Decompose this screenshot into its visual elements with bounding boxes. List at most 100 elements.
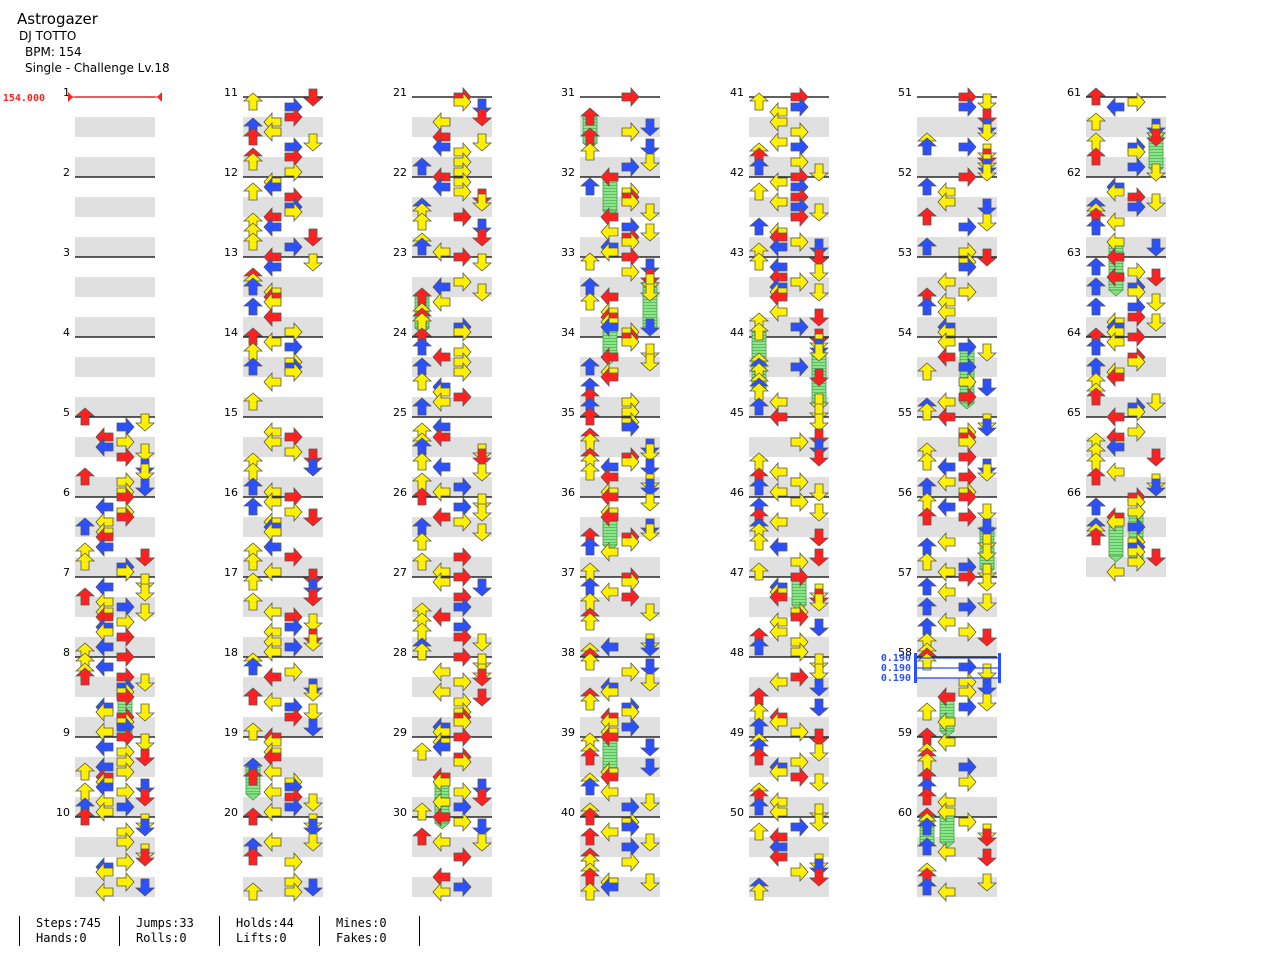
step-arrow <box>639 203 661 222</box>
step-arrow <box>134 478 156 497</box>
step-arrow <box>639 118 661 137</box>
step-arrow <box>1085 387 1107 406</box>
step-arrow <box>411 802 433 821</box>
beat-stripe <box>749 477 829 497</box>
stop-label: 0.190 <box>881 673 911 684</box>
step-arrow <box>579 252 601 271</box>
step-arrow <box>263 256 282 278</box>
step-arrow <box>621 661 640 683</box>
step-arrow <box>263 371 282 393</box>
step-arrow <box>748 157 770 176</box>
beat-stripe <box>749 197 829 217</box>
step-arrow <box>639 493 661 512</box>
step-arrow <box>432 176 451 198</box>
step-arrow <box>790 316 809 338</box>
step-arrow <box>471 108 493 127</box>
step-arrow <box>242 182 264 201</box>
measure-number: 30 <box>393 806 407 819</box>
measure-number: 17 <box>224 566 238 579</box>
step-arrow <box>411 532 433 551</box>
step-arrow <box>748 92 770 111</box>
step-arrow <box>302 613 324 632</box>
stat-steps: Steps:745 <box>36 916 102 930</box>
step-arrow <box>471 133 493 152</box>
hold-tail <box>433 822 451 830</box>
step-arrow <box>621 451 640 473</box>
step-arrow <box>976 378 998 397</box>
beat-stripe <box>580 597 660 617</box>
beat-stripe <box>1086 517 1166 537</box>
step-arrow <box>116 871 135 893</box>
beat-stripe <box>75 597 155 617</box>
step-arrow <box>74 407 96 426</box>
step-arrow <box>1085 217 1107 236</box>
step-arrow <box>1127 196 1146 218</box>
step-arrow <box>769 536 788 558</box>
measure-number: 66 <box>1067 486 1081 499</box>
step-arrow <box>748 397 770 416</box>
step-arrow <box>432 346 451 368</box>
step-arrow <box>937 686 956 708</box>
step-arrow <box>242 657 264 676</box>
step-arrow <box>769 801 788 823</box>
measure-number: 45 <box>730 406 744 419</box>
step-arrow <box>471 228 493 247</box>
step-arrow <box>432 831 451 853</box>
measure-number: 50 <box>730 806 744 819</box>
step-arrow <box>808 743 830 762</box>
beat-stripe <box>412 717 492 737</box>
step-arrow <box>976 563 998 582</box>
step-arrow <box>1085 467 1107 486</box>
step-arrow <box>471 463 493 482</box>
step-arrow <box>302 833 324 852</box>
measure-number: 52 <box>898 166 912 179</box>
step-arrow <box>769 481 788 503</box>
step-arrow <box>1106 211 1125 233</box>
measure-number: 32 <box>561 166 575 179</box>
step-arrow <box>621 851 640 873</box>
bpm-change-label: 154.000 <box>3 93 45 104</box>
beat-stripe <box>412 277 492 297</box>
beat-stripe <box>580 837 660 857</box>
measure-number: 65 <box>1067 406 1081 419</box>
step-arrow <box>302 458 324 477</box>
measure-number: 13 <box>224 246 238 259</box>
step-arrow <box>263 491 282 513</box>
step-arrow <box>937 531 956 553</box>
step-arrow <box>1145 293 1167 312</box>
step-arrow <box>976 593 998 612</box>
step-arrow <box>808 393 830 412</box>
step-arrow <box>958 386 977 408</box>
beat-stripe <box>580 677 660 697</box>
measure-number: 46 <box>730 486 744 499</box>
beat-stripe <box>749 757 829 777</box>
step-arrow <box>808 618 830 637</box>
step-arrow <box>639 258 661 277</box>
step-arrow <box>134 818 156 837</box>
measure-number: 60 <box>898 806 912 819</box>
step-arrow <box>958 506 977 528</box>
step-arrow <box>95 536 114 558</box>
step-arrow <box>263 561 282 583</box>
measure-number: 8 <box>63 646 70 659</box>
step-arrow <box>432 241 451 263</box>
step-arrow <box>471 633 493 652</box>
step-arrow <box>600 241 619 263</box>
step-arrow <box>639 223 661 242</box>
step-arrow <box>937 581 956 603</box>
step-arrow <box>242 92 264 111</box>
step-arrow <box>1085 87 1107 106</box>
step-arrow <box>600 681 619 703</box>
step-arrow <box>958 656 977 678</box>
step-arrow <box>284 201 303 223</box>
step-arrow <box>621 586 640 608</box>
step-arrow <box>1085 297 1107 316</box>
step-arrow <box>411 372 433 391</box>
song-artist: DJ TOTTO <box>19 29 77 43</box>
beat-stripe <box>243 797 323 817</box>
step-arrow <box>263 121 282 143</box>
step-arrow <box>579 462 601 481</box>
step-arrow <box>302 568 324 587</box>
step-arrow <box>1106 181 1125 203</box>
step-arrow <box>453 386 472 408</box>
